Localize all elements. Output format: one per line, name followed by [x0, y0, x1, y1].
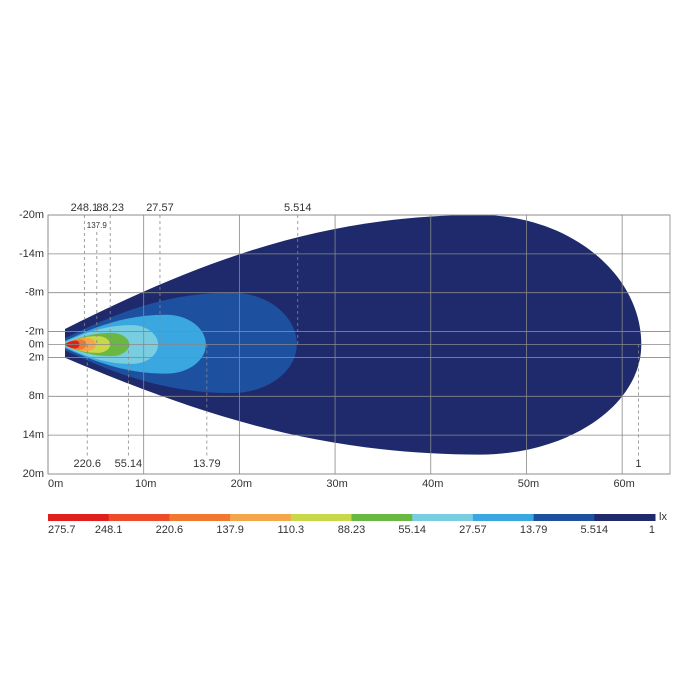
y-tick-label: 14m [23, 429, 44, 441]
y-tick-label: -2m [25, 325, 44, 337]
isolux-contour [65, 215, 642, 455]
annotation-label: 1 [635, 458, 641, 470]
legend-label: 13.79 [520, 524, 548, 536]
legend-swatch [108, 514, 170, 521]
annotation-label: 137.9 [87, 221, 108, 230]
legend-swatch [290, 514, 352, 521]
x-tick-label: 50m [518, 478, 539, 490]
y-tick-label: 0m [29, 338, 44, 350]
y-tick-label: 20m [23, 468, 44, 480]
x-tick-label: 60m [613, 478, 634, 490]
legend-label: 220.6 [156, 524, 184, 536]
annotation-label: 5.514 [284, 202, 312, 214]
legend-label: 137.9 [216, 524, 244, 536]
legend-label: 88.23 [338, 524, 366, 536]
legend-label: 1 [649, 524, 655, 536]
x-tick-label: 40m [422, 478, 443, 490]
legend-label: 275.7 [48, 524, 76, 536]
legend-unit: lx [659, 511, 667, 523]
y-tick-label: 8m [29, 390, 44, 402]
legend-swatch [412, 514, 474, 521]
annotation-label: 220.6 [73, 458, 101, 470]
annotation-label: 27.57 [146, 202, 174, 214]
legend-label: 5.514 [581, 524, 609, 536]
legend-swatch [351, 514, 413, 521]
plot-frame [47, 214, 671, 475]
x-tick-label: 0m [48, 478, 63, 490]
y-tick-label: 2m [29, 351, 44, 363]
legend-swatch [169, 514, 231, 521]
annotation-label: 248.1 [71, 202, 99, 214]
x-tick-label: 30m [326, 478, 347, 490]
legend-label: 27.57 [459, 524, 487, 536]
y-tick-label: -14m [19, 248, 44, 260]
legend-label: 110.3 [277, 524, 304, 536]
y-tick-label: -8m [25, 287, 44, 299]
legend-label: 55.14 [398, 524, 426, 536]
legend-swatch [230, 514, 292, 521]
legend-swatch [472, 514, 535, 521]
x-tick-label: 20m [231, 478, 252, 490]
legend-swatch [533, 514, 595, 521]
annotation-label: 13.79 [193, 458, 221, 470]
y-tick-label: -20m [19, 209, 44, 221]
annotation-label: 55.14 [115, 458, 143, 470]
annotation-label: 88.23 [96, 202, 124, 214]
legend-swatch [594, 514, 656, 521]
legend-swatch [48, 514, 110, 521]
x-tick-label: 10m [135, 478, 156, 490]
legend-label: 248.1 [95, 524, 123, 536]
